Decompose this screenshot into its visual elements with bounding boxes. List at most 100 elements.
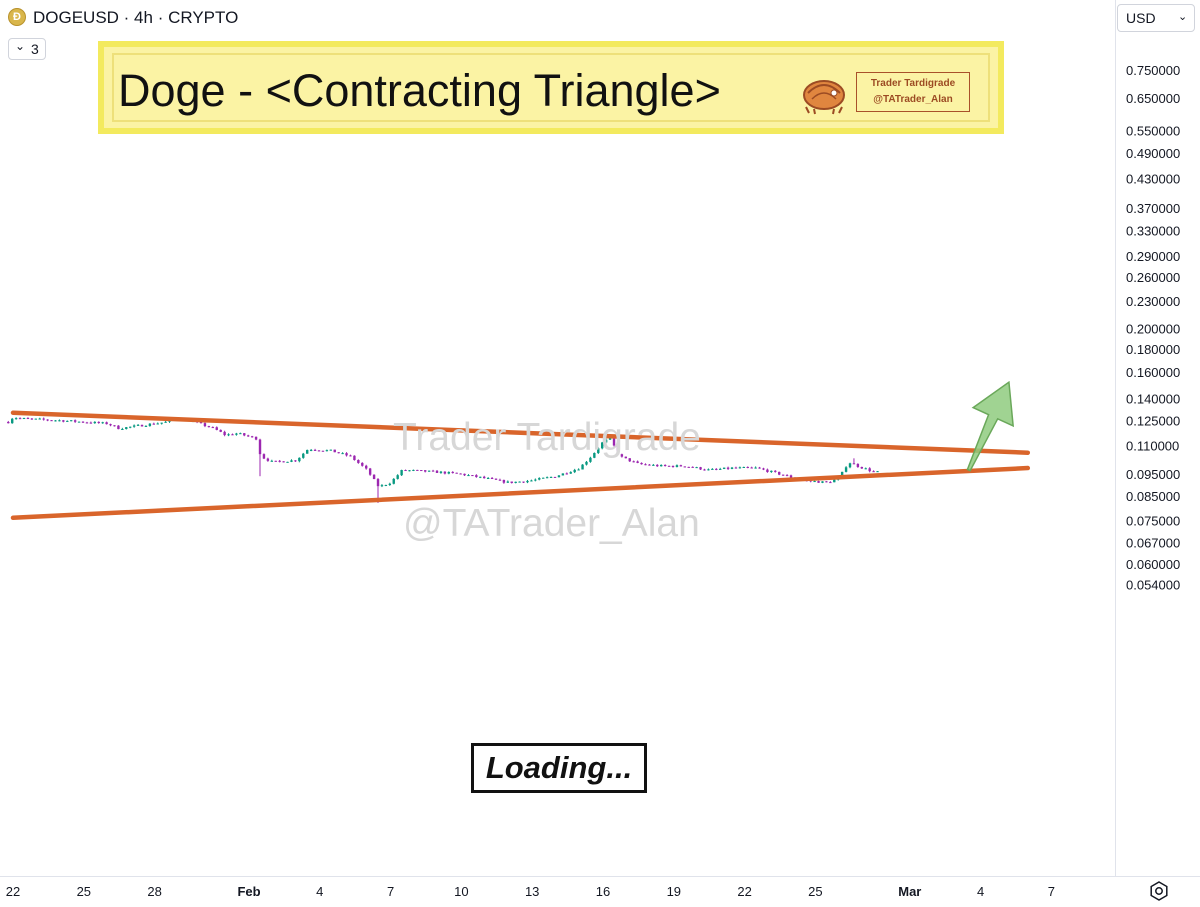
candle-body: [514, 481, 517, 483]
price-tick-label: 0.290000: [1126, 249, 1180, 264]
candle-body: [42, 418, 45, 420]
trendlines-layer: [10, 410, 1031, 521]
candle-body: [719, 468, 722, 470]
price-tick-label: 0.750000: [1126, 63, 1180, 78]
price-tick-label: 0.060000: [1126, 557, 1180, 572]
candle-body: [833, 479, 836, 483]
candle-body: [526, 480, 529, 483]
logo-line2: @TATrader_Alan: [873, 94, 953, 105]
candle-body: [270, 460, 274, 462]
price-tick-label: 0.054000: [1126, 578, 1180, 593]
candle-body: [577, 469, 580, 471]
candle-body: [34, 418, 38, 420]
candle-body: [396, 475, 399, 479]
candle-body: [215, 427, 218, 430]
candle-body: [365, 465, 368, 469]
candle-body: [561, 473, 565, 476]
time-tick-label: 7: [387, 884, 394, 899]
candle-body: [581, 464, 584, 470]
candle-body: [593, 452, 596, 458]
candle-body: [207, 426, 211, 428]
candle-body: [663, 464, 667, 466]
candle-body: [443, 471, 447, 474]
price-axis[interactable]: 0.750000 0.650000 0.550000 0.490000 0.430000…: [1115, 0, 1200, 876]
candle-body: [817, 481, 820, 483]
gear-icon[interactable]: [1149, 881, 1169, 901]
candle-body: [742, 466, 746, 468]
candle-body: [376, 479, 380, 487]
candle-body: [604, 439, 608, 443]
candle-body: [738, 467, 742, 469]
candle-body: [656, 464, 659, 467]
candle-body: [455, 472, 458, 474]
time-tick-label: 28: [147, 884, 161, 899]
candle-body: [140, 424, 144, 427]
candle-body: [628, 458, 631, 462]
candle-body: [612, 437, 616, 446]
candle-body: [545, 477, 549, 479]
candle-body: [294, 460, 297, 462]
candle-body: [93, 421, 97, 424]
candle-body: [506, 481, 510, 483]
candle-body: [754, 467, 757, 469]
price-chart[interactable]: [0, 0, 1115, 876]
candle-body: [298, 457, 301, 462]
symbol-header: Ð DOGEUSD · 4h · CRYPTO: [0, 0, 1115, 36]
candle-body: [829, 482, 832, 484]
candle-body: [101, 422, 104, 424]
time-axis[interactable]: 22 25 28 Feb 4 7 10 13 16 19 22 25 Mar 4 7: [0, 876, 1200, 907]
price-tick-label: 0.260000: [1126, 270, 1180, 285]
indicators-toggle-button[interactable]: ⌄ 3: [8, 38, 46, 60]
candle-body: [734, 467, 738, 469]
price-tick-label: 0.650000: [1126, 91, 1180, 106]
candle-body: [471, 475, 474, 477]
candle-body: [447, 471, 451, 474]
price-tick-label: 0.110000: [1126, 438, 1179, 453]
candle-body: [726, 467, 730, 469]
candle-body: [652, 464, 655, 466]
candle-body: [534, 479, 537, 481]
logo-badge: Trader Tardigrade @TATrader_Alan: [856, 72, 970, 112]
candle-body: [498, 479, 502, 481]
candle-body: [522, 481, 525, 483]
candle-body: [408, 470, 411, 472]
candle-body: [781, 474, 785, 476]
candle-body: [7, 422, 10, 424]
candle-body: [333, 449, 336, 453]
time-tick-label: 10: [454, 884, 468, 899]
time-tick-label: 22: [6, 884, 20, 899]
symbol-title[interactable]: DOGEUSD · 4h · CRYPTO: [33, 8, 239, 27]
trendline-upper: [10, 410, 1031, 455]
candle-body: [219, 429, 222, 432]
candle-body: [274, 460, 277, 462]
currency-select[interactable]: USD ⌄: [1117, 4, 1195, 32]
candle-body: [840, 471, 844, 478]
candle-body: [164, 421, 167, 423]
time-tick-label: 13: [525, 884, 539, 899]
candle-body: [313, 449, 317, 451]
candle-body: [715, 468, 718, 470]
candle-body: [211, 427, 215, 429]
candle-body: [66, 420, 69, 422]
candle-body: [565, 473, 569, 475]
time-tick-label: 7: [1048, 884, 1055, 899]
candle-body: [148, 423, 152, 426]
candle-body: [129, 426, 132, 428]
candle-body: [864, 468, 867, 470]
candle-body: [30, 418, 34, 420]
candle-body: [722, 467, 726, 469]
candle-body: [671, 465, 675, 467]
currency-label: USD: [1126, 10, 1156, 26]
candle-body: [235, 433, 238, 435]
price-tick-label: 0.430000: [1126, 172, 1180, 187]
candle-body: [766, 469, 769, 473]
candle-body: [589, 457, 592, 462]
candle-body: [152, 423, 156, 425]
candle-body: [14, 418, 18, 420]
time-tick-label: 25: [808, 884, 822, 899]
candle-body: [789, 475, 793, 478]
candle-body: [868, 468, 871, 472]
candle-body: [451, 471, 454, 473]
candle-body: [113, 425, 116, 427]
candle-body: [467, 475, 470, 477]
